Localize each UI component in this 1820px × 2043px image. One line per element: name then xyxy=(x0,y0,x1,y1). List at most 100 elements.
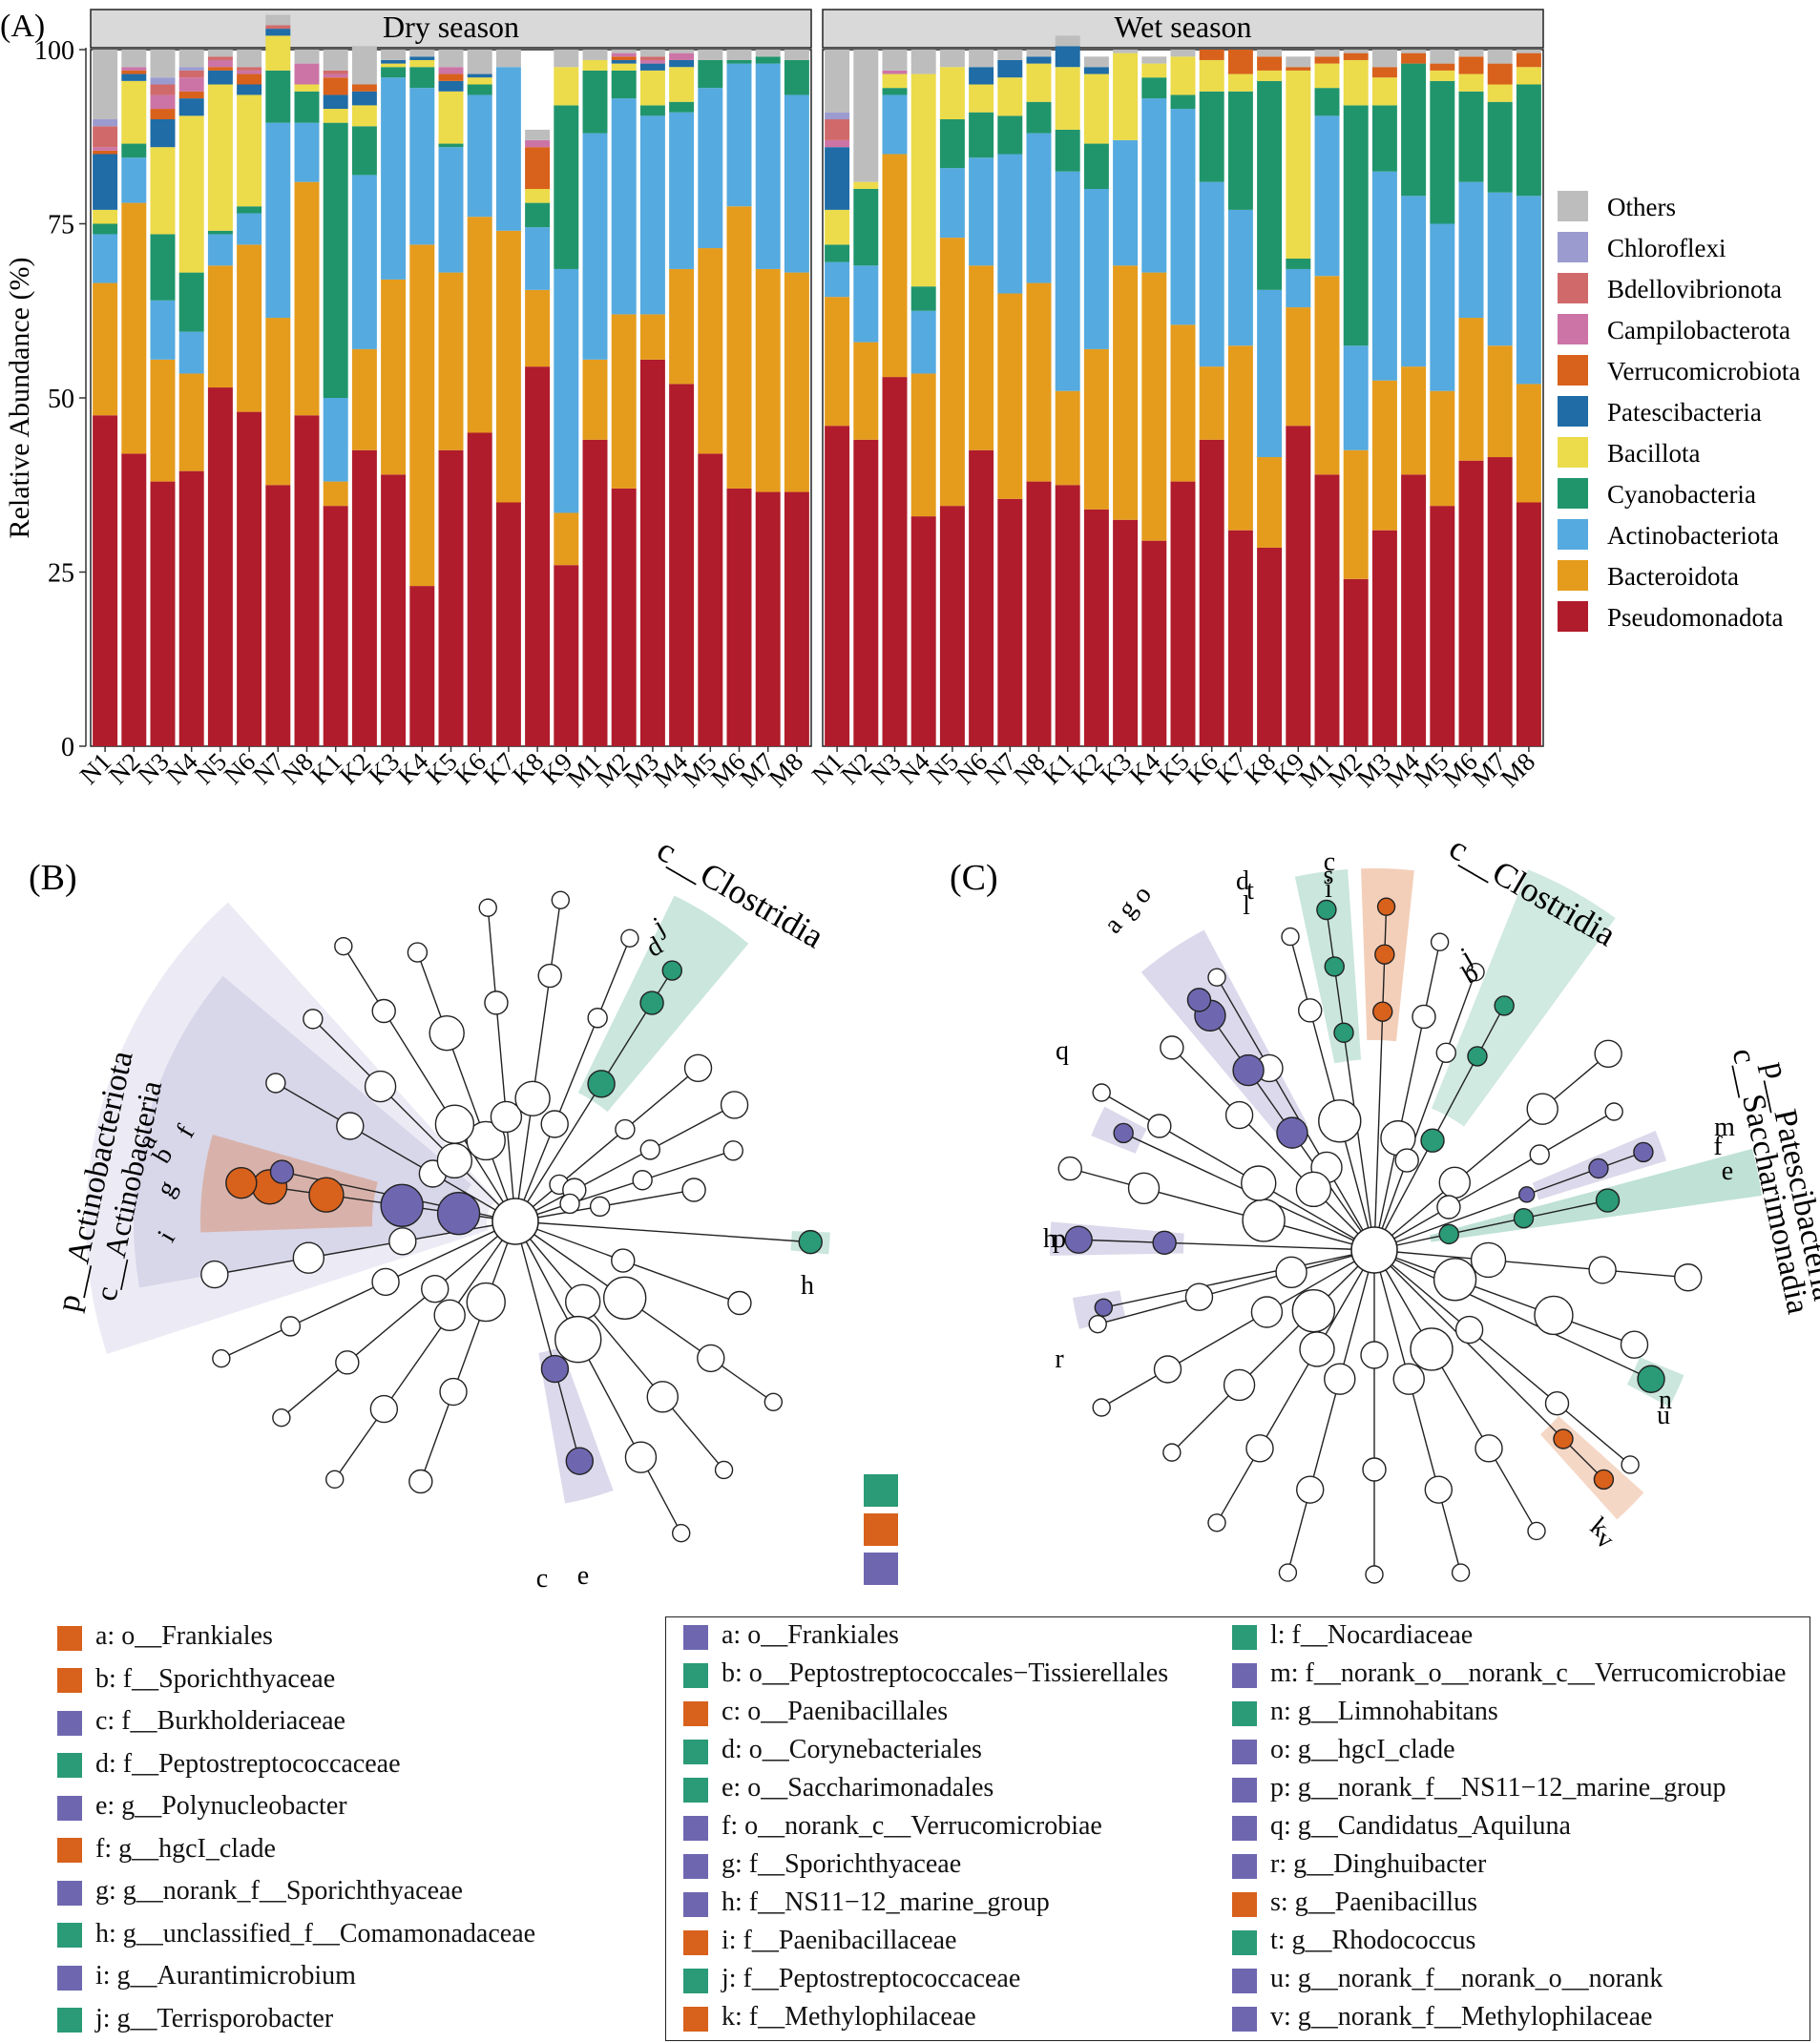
clade-edge xyxy=(554,1368,580,1462)
bar-segment-pseudomonadota xyxy=(882,377,908,746)
bar-segment-cyanobacteria xyxy=(910,286,936,311)
bar-segment-verrucomicrobiota xyxy=(237,73,262,85)
cladogram-c: (C) abcdefghijklmnopqrstuvc__Clostridiap… xyxy=(950,828,1820,1584)
clade-node-letter: r xyxy=(1055,1345,1064,1374)
bar-segment-pseudomonadota xyxy=(755,491,781,746)
legend-c-label: g: f__Sporichthyaceae xyxy=(722,1849,962,1879)
legend-c-label: t: g__Rhodococcus xyxy=(1270,1926,1476,1955)
bar-segment-bacteroidota xyxy=(1141,272,1167,541)
clade-node-aw xyxy=(1232,1053,1265,1087)
bar-segment-others xyxy=(755,50,781,57)
bar-segment-bacteroidota xyxy=(409,244,435,587)
bar-segment-pseudomonadota xyxy=(467,432,492,746)
legend-label: Chloroflexi xyxy=(1607,234,1726,262)
legend-b-swatch xyxy=(57,1668,82,1694)
bar-segment-bacillota xyxy=(1371,77,1397,106)
legend-c-label: e: o__Saccharimonadales xyxy=(722,1773,994,1803)
bar-segment-others xyxy=(294,50,320,64)
legend-b-label: f: g__hgcI_clade xyxy=(95,1833,276,1864)
clade-edge xyxy=(1397,1016,1425,1138)
clade-edge xyxy=(1448,1154,1540,1208)
clade-node xyxy=(371,998,396,1024)
clade-node-nw xyxy=(1333,1022,1354,1043)
clade-edge xyxy=(1103,1249,1375,1308)
clade-node xyxy=(336,1112,365,1140)
bar-segment-others xyxy=(726,50,752,60)
clade-node xyxy=(681,1178,706,1202)
clade-edge xyxy=(1408,1379,1439,1491)
legend-c-label: c: o__Paenibacillales xyxy=(722,1697,949,1726)
clade-node xyxy=(1318,1099,1362,1143)
legend-c-label: o: g__hgcI_clade xyxy=(1270,1735,1455,1764)
legend-c-item-r: r: g__Dinghuibacter xyxy=(1232,1850,1486,1879)
bar-segment-pseudomonadota xyxy=(582,439,608,746)
legend-c-item-v: v: g__norank_f__Methylophilaceae xyxy=(1232,2003,1652,2032)
bar-segment-bacillota xyxy=(1141,63,1167,78)
panel-label-c: (C) xyxy=(950,858,998,898)
bar-segment-others xyxy=(381,50,407,60)
bar-segment-actinobacteriota xyxy=(1026,133,1052,283)
bar-segment-others xyxy=(1458,50,1484,57)
legend-label: Actinobacteriota xyxy=(1607,521,1779,550)
bar-segment-others xyxy=(525,129,551,140)
clade-node xyxy=(1088,1314,1107,1334)
clade-node-aw xyxy=(380,1183,424,1227)
bar-segment-bacteroidota xyxy=(853,342,879,440)
bar-segment-others xyxy=(825,50,850,113)
bar-segment-bacillota xyxy=(265,35,291,71)
bar-segment-cyanobacteria xyxy=(1458,91,1484,182)
bar-segment-campilobacterota xyxy=(294,63,320,85)
legend-b-label: j: g__Terrisporobacter xyxy=(95,2003,334,2033)
clade-node xyxy=(292,1241,325,1274)
clade-edge xyxy=(495,1002,508,1117)
clade-edge xyxy=(220,1325,291,1360)
bar-segment-patescibacteria xyxy=(323,94,348,110)
clade-edge xyxy=(1373,1249,1652,1380)
bar-segment-bdellovibrionota xyxy=(178,70,204,78)
clade-node xyxy=(1223,1368,1256,1402)
legend-c-item-f: f: o__norank_c__Verrucomicrobiae xyxy=(683,1812,1102,1841)
clade-edge xyxy=(290,1281,387,1327)
clade-edge xyxy=(569,1179,643,1205)
clade-node xyxy=(1278,1563,1298,1582)
bar-segment-pseudomonadota xyxy=(1286,426,1311,746)
bar-segment-pseudomonadota xyxy=(207,387,233,746)
bar-segment-verrucomicrobiota xyxy=(351,84,377,92)
bar-segment-pseudomonadota xyxy=(554,565,579,746)
bar-segment-verrucomicrobiota xyxy=(1286,67,1311,71)
legend-b-label: h: g__unclassified_f__Comamonadaceae xyxy=(95,1918,536,1949)
bar-segment-pseudomonadota xyxy=(1487,457,1513,746)
bar-segment-bacteroidota xyxy=(669,268,695,385)
clade-node xyxy=(1224,1100,1254,1130)
legend-b-swatch xyxy=(57,1838,82,1864)
legend-c-label: q: g__Candidatus_Aquiluna xyxy=(1270,1811,1571,1841)
bar-segment-others xyxy=(1026,50,1052,57)
bar-segment-bacteroidota xyxy=(323,481,348,507)
clade-edge xyxy=(1289,936,1311,1011)
legend-b-label: g: g__norank_f__Sporichthyaceae xyxy=(95,1876,463,1906)
group-swatch-uw xyxy=(864,1513,898,1546)
y-tick-label: 25 xyxy=(48,559,74,589)
legend-c-swatch xyxy=(1232,1968,1257,1993)
bar-segment-verrucomicrobiota xyxy=(1430,63,1455,71)
bar-segment-bacillota xyxy=(1487,84,1513,102)
bar-segment-patescibacteria xyxy=(207,70,233,85)
bar-segment-others xyxy=(997,50,1023,60)
bar-segment-pseudomonadota xyxy=(237,411,262,746)
clade-edge xyxy=(334,1408,385,1480)
bar-segment-verrucomicrobiota xyxy=(323,77,348,95)
legend-c-label: b: o__Peptostreptococcales−Tissierellale… xyxy=(722,1658,1169,1688)
bar-segment-bdellovibrionota xyxy=(639,56,665,60)
clade-node-aw xyxy=(1113,1122,1134,1144)
clade-edge xyxy=(346,1288,436,1364)
bar-segment-actinobacteriota xyxy=(882,94,908,155)
bar-segment-actinobacteriota xyxy=(178,331,204,374)
legend-b-swatch xyxy=(57,1923,82,1949)
facet-title: Dry season xyxy=(383,10,519,44)
bar-segment-bacteroidota xyxy=(207,265,233,388)
bar-segment-actinobacteriota xyxy=(294,122,320,182)
clade-node-letter: u xyxy=(1657,1401,1670,1430)
clade-edge xyxy=(1333,966,1345,1033)
legend-c-item-k: k: f__Methylophilaceae xyxy=(683,2003,976,2032)
clade-node-nw xyxy=(1316,899,1337,921)
